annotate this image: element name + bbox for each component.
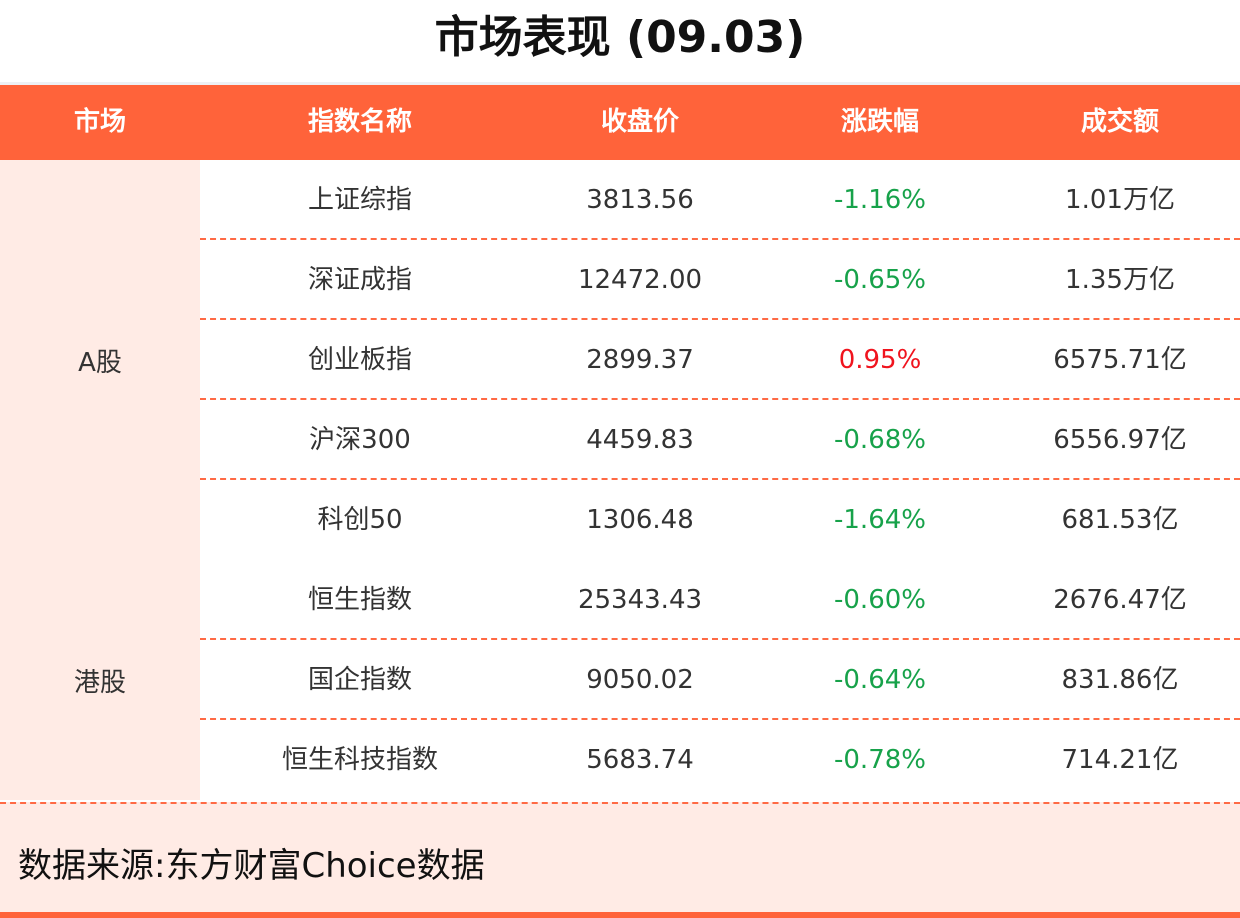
turnover: 6575.71亿 xyxy=(1053,345,1187,375)
close-price: 9050.02 xyxy=(586,665,694,695)
close-price: 2899.37 xyxy=(586,345,694,375)
market-label: 港股 xyxy=(0,560,200,800)
table-row: 恒生指数 25343.43 -0.60% 2676.47亿 xyxy=(200,560,1240,640)
market-group: A股 上证综指 3813.56 -1.16% 1.01万亿深证成指 12472.00 -0.… xyxy=(0,160,1240,560)
turnover: 6556.97亿 xyxy=(1053,425,1187,455)
turnover: 1.01万亿 xyxy=(1065,185,1175,215)
close-price: 3813.56 xyxy=(586,185,694,215)
change-pct: -0.65% xyxy=(834,265,926,295)
close-price: 25343.43 xyxy=(577,585,703,615)
close-price: 12472.00 xyxy=(577,265,703,295)
change-pct: 0.95% xyxy=(838,345,922,375)
table-row: 恒生科技指数 5683.74 -0.78% 714.21亿 xyxy=(200,720,1240,800)
close-price: 4459.83 xyxy=(586,425,694,455)
turnover: 1.35万亿 xyxy=(1065,265,1175,295)
change-pct: -0.60% xyxy=(834,585,926,615)
divider xyxy=(0,82,1240,85)
index-name: 国企指数 xyxy=(307,665,412,695)
change-pct: -0.68% xyxy=(834,425,926,455)
market-label: A股 xyxy=(0,160,200,560)
change-pct: -1.16% xyxy=(834,185,926,215)
header-index-name: 指数名称 xyxy=(307,107,412,137)
turnover: 714.21亿 xyxy=(1061,745,1179,775)
market-group: 港股 恒生指数 25343.43 -0.60% 2676.47亿国企指数 9050.02 -… xyxy=(0,560,1240,800)
change-pct: -0.64% xyxy=(834,665,926,695)
table-row: 深证成指 12472.00 -0.65% 1.35万亿 xyxy=(200,240,1240,320)
table-row: 沪深300 4459.83 -0.68% 6556.97亿 xyxy=(200,400,1240,480)
source-footer: 数据来源:东方财富Choice数据 xyxy=(0,802,1240,912)
table-row: 科创50 1306.48 -1.64% 681.53亿 xyxy=(200,480,1240,560)
header-change: 涨跌幅 xyxy=(840,107,919,137)
table-row: 创业板指 2899.37 0.95% 6575.71亿 xyxy=(200,320,1240,400)
turnover: 681.53亿 xyxy=(1061,505,1179,535)
close-price: 5683.74 xyxy=(586,745,694,775)
change-pct: -0.78% xyxy=(834,745,926,775)
header-close: 收盘价 xyxy=(600,107,679,137)
index-name: 深证成指 xyxy=(307,265,412,295)
index-name: 创业板指 xyxy=(307,345,412,375)
header-turnover: 成交额 xyxy=(1080,107,1159,137)
table-row: 国企指数 9050.02 -0.64% 831.86亿 xyxy=(200,640,1240,720)
table-header: 市场 指数名称 收盘价 涨跌幅 成交额 xyxy=(0,85,1240,160)
index-name: 沪深300 xyxy=(309,425,411,455)
change-pct: -1.64% xyxy=(834,505,926,535)
index-name: 科创50 xyxy=(317,505,403,535)
header-market: 市场 xyxy=(73,107,126,137)
bottom-bar xyxy=(0,912,1240,918)
source-text: 数据来源:东方财富Choice数据 xyxy=(18,846,485,886)
page-title: 市场表现 (09.03) xyxy=(434,12,806,63)
turnover: 831.86亿 xyxy=(1061,665,1179,695)
turnover: 2676.47亿 xyxy=(1053,585,1187,615)
index-name: 恒生指数 xyxy=(307,585,412,615)
index-name: 恒生科技指数 xyxy=(281,745,438,775)
table-row: 上证综指 3813.56 -1.16% 1.01万亿 xyxy=(200,160,1240,240)
close-price: 1306.48 xyxy=(586,505,694,535)
index-name: 上证综指 xyxy=(307,185,412,215)
